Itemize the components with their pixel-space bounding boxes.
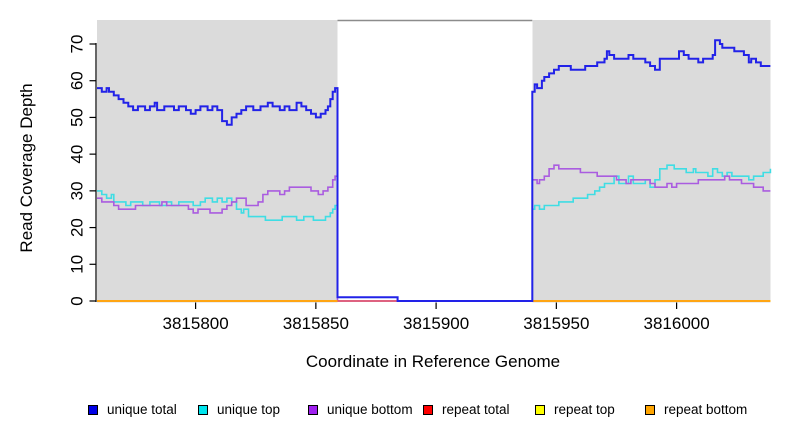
legend-label: repeat total bbox=[442, 402, 510, 417]
series-line-unique-total bbox=[97, 39, 771, 302]
legend-item-repeat-bottom: repeat bottom bbox=[645, 402, 747, 417]
legend: unique total unique top unique bottom repea… bbox=[0, 402, 792, 420]
legend-swatch-repeat-top bbox=[535, 404, 545, 415]
y-tick-label: 0 bbox=[67, 296, 86, 305]
shaded-region bbox=[97, 20, 338, 303]
legend-swatch-repeat-bottom bbox=[645, 404, 655, 415]
series-line-unique-bottom bbox=[97, 164, 771, 302]
legend-label: unique top bbox=[217, 402, 281, 417]
legend-item-repeat-top: repeat top bbox=[535, 402, 615, 417]
x-tick-label: 3816000 bbox=[644, 314, 710, 333]
legend-swatch-unique-bottom bbox=[308, 404, 318, 415]
legend-item-unique-bottom: unique bottom bbox=[308, 402, 413, 417]
legend-item-unique-total: unique total bbox=[88, 402, 177, 417]
y-tick-label: 70 bbox=[67, 35, 86, 54]
x-tick-label: 3815900 bbox=[403, 314, 469, 333]
shaded-region bbox=[532, 20, 771, 303]
legend-label: unique bottom bbox=[327, 402, 413, 417]
y-tick-label: 20 bbox=[67, 218, 86, 237]
y-tick-label: 40 bbox=[67, 145, 86, 164]
legend-item-repeat-total: repeat total bbox=[423, 402, 510, 417]
x-tick-label: 3815850 bbox=[283, 314, 349, 333]
legend-label: repeat bottom bbox=[664, 402, 748, 417]
legend-label: unique total bbox=[107, 402, 177, 417]
x-tick-label: 3815800 bbox=[163, 314, 229, 333]
y-tick-label: 30 bbox=[67, 181, 86, 200]
y-axis-title: Read Coverage Depth bbox=[17, 83, 36, 253]
y-tick-label: 10 bbox=[67, 255, 86, 274]
legend-swatch-unique-total bbox=[88, 404, 98, 415]
legend-swatch-repeat-total bbox=[423, 404, 433, 415]
y-tick-label: 50 bbox=[67, 108, 86, 127]
x-axis-title: Coordinate in Reference Genome bbox=[305, 352, 561, 371]
legend-item-unique-top: unique top bbox=[198, 402, 280, 417]
y-tick-label: 60 bbox=[67, 71, 86, 90]
legend-label: repeat top bbox=[554, 402, 615, 417]
legend-swatch-unique-top bbox=[198, 404, 208, 415]
x-tick-label: 3815950 bbox=[523, 314, 589, 333]
